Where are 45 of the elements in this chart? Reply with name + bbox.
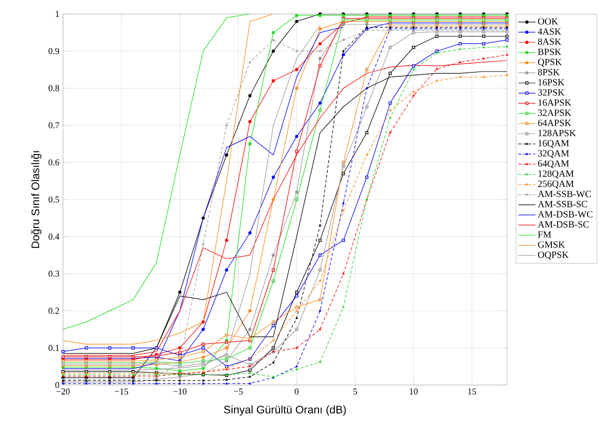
- legend-label: 256QAM: [538, 180, 574, 188]
- legend-label: 16PSK: [538, 79, 564, 86]
- legend-label: 16APSK: [538, 99, 572, 106]
- legend-label: 32PSK: [538, 89, 564, 96]
- legend-label: QPSK: [538, 58, 562, 67]
- legend-label: OQPSK: [538, 252, 569, 260]
- legend-label: OOK: [538, 18, 558, 25]
- legend-label: GMSK: [538, 241, 565, 248]
- legend-label: AM-DSB-WC: [538, 211, 592, 218]
- legend-label: 8PSK: [538, 68, 560, 76]
- y-tick-label: 0.2: [48, 308, 59, 314]
- legend-label: AM-SSB-SC: [538, 200, 588, 208]
- legend-label: 128APSK: [538, 130, 576, 136]
- y-tick-label: 0.8: [48, 85, 60, 92]
- legend-label: 16QAM: [538, 140, 569, 148]
- legend-label: 128QAM: [538, 170, 574, 178]
- y-tick-label: 0.7: [48, 122, 60, 128]
- y-tick-label: 0: [55, 382, 60, 388]
- x-axis-title: Sinyal Gürültü Oranı (dB): [224, 405, 346, 416]
- y-tick-label: 0.6: [48, 159, 60, 166]
- y-tick-label: 0.5: [48, 196, 60, 203]
- y-tick-label: 0.9: [48, 48, 60, 54]
- legend-label: 64APSK: [538, 120, 572, 126]
- legend-label: 32QAM: [538, 150, 569, 158]
- x-tick-label: −20: [56, 388, 70, 395]
- y-tick-label: 1: [56, 11, 59, 17]
- legend-label: 4ASK: [538, 28, 562, 35]
- legend-label: 8ASK: [538, 38, 562, 45]
- y-tick-label: 0.3: [48, 270, 60, 277]
- x-tick-label: −10: [173, 388, 187, 395]
- x-tick-label: 15: [468, 388, 476, 395]
- y-tick-label: 0.4: [48, 234, 60, 240]
- legend-label: BPSK: [538, 48, 562, 56]
- y-axis-title: Doğru Sınıf Olasılığı: [31, 151, 42, 248]
- x-tick-label: 10: [410, 388, 418, 395]
- y-tick-label: 0.1: [48, 344, 59, 351]
- legend-label: AM-SSB-WC: [538, 190, 591, 198]
- legend-label: 64QAM: [538, 160, 569, 168]
- legend-label: AM-DSB-SC: [538, 221, 589, 228]
- x-tick-label: −15: [114, 388, 128, 395]
- legend-label: 32APSK: [538, 110, 572, 116]
- x-tick-label: 5: [353, 388, 358, 394]
- x-tick-label: 0: [294, 388, 299, 395]
- legend-label: FM: [538, 231, 552, 238]
- x-tick-label: −5: [234, 388, 243, 394]
